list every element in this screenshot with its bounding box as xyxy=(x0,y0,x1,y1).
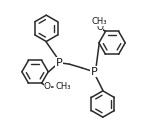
Text: O: O xyxy=(44,82,51,91)
Text: O: O xyxy=(96,23,103,32)
Text: CH₃: CH₃ xyxy=(55,82,71,91)
Text: P: P xyxy=(56,58,63,68)
Text: P: P xyxy=(91,67,98,77)
Text: CH₃: CH₃ xyxy=(91,17,107,26)
